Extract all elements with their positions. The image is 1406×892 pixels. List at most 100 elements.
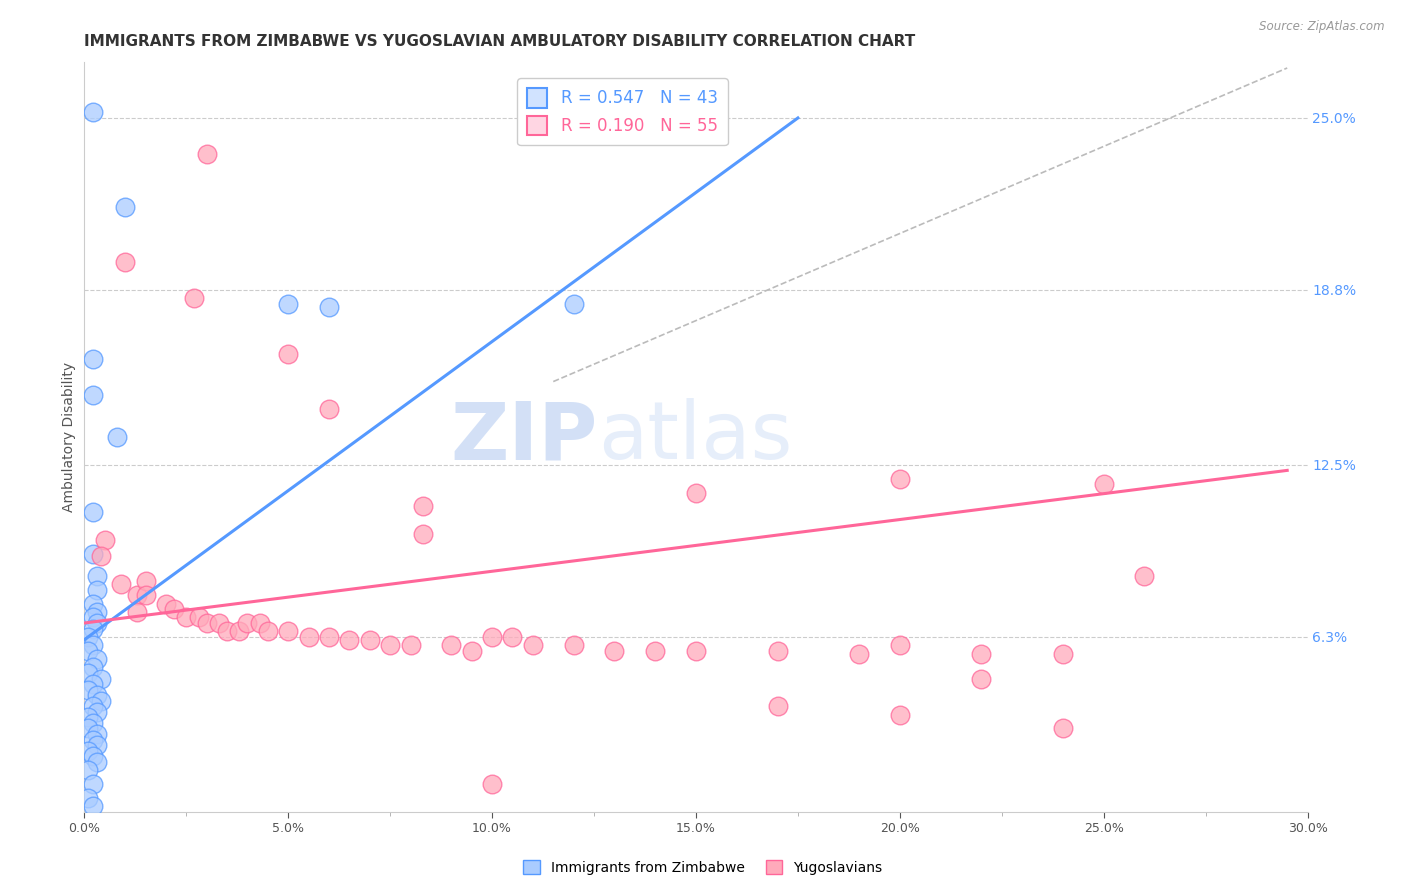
Point xyxy=(163,602,186,616)
Point xyxy=(135,588,157,602)
Point xyxy=(86,705,108,719)
Point xyxy=(82,638,104,652)
Point xyxy=(249,615,271,630)
Point xyxy=(77,763,100,777)
Point xyxy=(114,200,136,214)
Point xyxy=(77,644,100,658)
Point xyxy=(82,749,104,764)
Point xyxy=(82,799,104,814)
Point xyxy=(82,660,104,674)
Point xyxy=(90,549,112,564)
Point xyxy=(208,615,231,630)
Point xyxy=(412,500,434,514)
Point xyxy=(127,588,149,602)
Point xyxy=(685,644,707,658)
Point xyxy=(257,624,280,639)
Point xyxy=(90,694,112,708)
Point xyxy=(82,547,104,561)
Point xyxy=(82,677,104,691)
Point xyxy=(77,710,100,724)
Point xyxy=(970,647,993,661)
Text: ZIP: ZIP xyxy=(451,398,598,476)
Point xyxy=(135,574,157,589)
Point xyxy=(412,527,434,541)
Point xyxy=(339,632,361,647)
Point xyxy=(1052,722,1074,736)
Point xyxy=(461,644,484,658)
Point xyxy=(183,291,205,305)
Text: atlas: atlas xyxy=(598,398,793,476)
Point xyxy=(155,597,177,611)
Point xyxy=(848,647,870,661)
Point xyxy=(236,615,259,630)
Point xyxy=(82,105,104,120)
Point xyxy=(277,624,299,639)
Point xyxy=(77,744,100,758)
Point xyxy=(399,638,422,652)
Point xyxy=(1052,647,1074,661)
Point xyxy=(318,630,340,644)
Point xyxy=(481,777,503,791)
Point xyxy=(644,644,666,658)
Point xyxy=(889,472,911,486)
Point xyxy=(889,707,911,722)
Point xyxy=(277,297,299,311)
Point xyxy=(603,644,626,658)
Point xyxy=(86,605,108,619)
Point xyxy=(82,622,104,636)
Point xyxy=(217,624,239,639)
Point xyxy=(82,388,104,402)
Point xyxy=(685,485,707,500)
Point xyxy=(86,569,108,583)
Point xyxy=(77,790,100,805)
Point xyxy=(82,699,104,714)
Point xyxy=(481,630,503,644)
Point xyxy=(298,630,321,644)
Point xyxy=(105,430,128,444)
Point xyxy=(77,630,100,644)
Point xyxy=(562,297,585,311)
Legend: R = 0.547   N = 43, R = 0.190   N = 55: R = 0.547 N = 43, R = 0.190 N = 55 xyxy=(517,78,728,145)
Point xyxy=(86,688,108,702)
Point xyxy=(110,577,132,591)
Text: Source: ZipAtlas.com: Source: ZipAtlas.com xyxy=(1260,20,1385,33)
Point xyxy=(277,347,299,361)
Point xyxy=(82,505,104,519)
Point xyxy=(86,652,108,666)
Point xyxy=(359,632,381,647)
Point xyxy=(82,777,104,791)
Point xyxy=(127,605,149,619)
Point xyxy=(90,672,112,686)
Point xyxy=(86,727,108,741)
Point xyxy=(440,638,463,652)
Point xyxy=(228,624,250,639)
Point xyxy=(77,722,100,736)
Point xyxy=(195,615,218,630)
Point xyxy=(93,533,115,547)
Point xyxy=(174,610,197,624)
Point xyxy=(318,300,340,314)
Point xyxy=(1092,477,1115,491)
Point xyxy=(86,738,108,752)
Point xyxy=(82,610,104,624)
Point xyxy=(889,638,911,652)
Point xyxy=(82,597,104,611)
Point xyxy=(114,255,136,269)
Y-axis label: Ambulatory Disability: Ambulatory Disability xyxy=(62,362,76,512)
Point xyxy=(77,665,100,680)
Text: IMMIGRANTS FROM ZIMBABWE VS YUGOSLAVIAN AMBULATORY DISABILITY CORRELATION CHART: IMMIGRANTS FROM ZIMBABWE VS YUGOSLAVIAN … xyxy=(84,34,915,49)
Point xyxy=(82,732,104,747)
Point xyxy=(522,638,544,652)
Point xyxy=(86,582,108,597)
Legend: Immigrants from Zimbabwe, Yugoslavians: Immigrants from Zimbabwe, Yugoslavians xyxy=(517,855,889,880)
Point xyxy=(82,715,104,730)
Point xyxy=(86,755,108,769)
Point xyxy=(380,638,402,652)
Point xyxy=(766,644,789,658)
Point xyxy=(970,672,993,686)
Point xyxy=(562,638,585,652)
Point xyxy=(77,682,100,697)
Point xyxy=(766,699,789,714)
Point xyxy=(502,630,524,644)
Point xyxy=(187,610,209,624)
